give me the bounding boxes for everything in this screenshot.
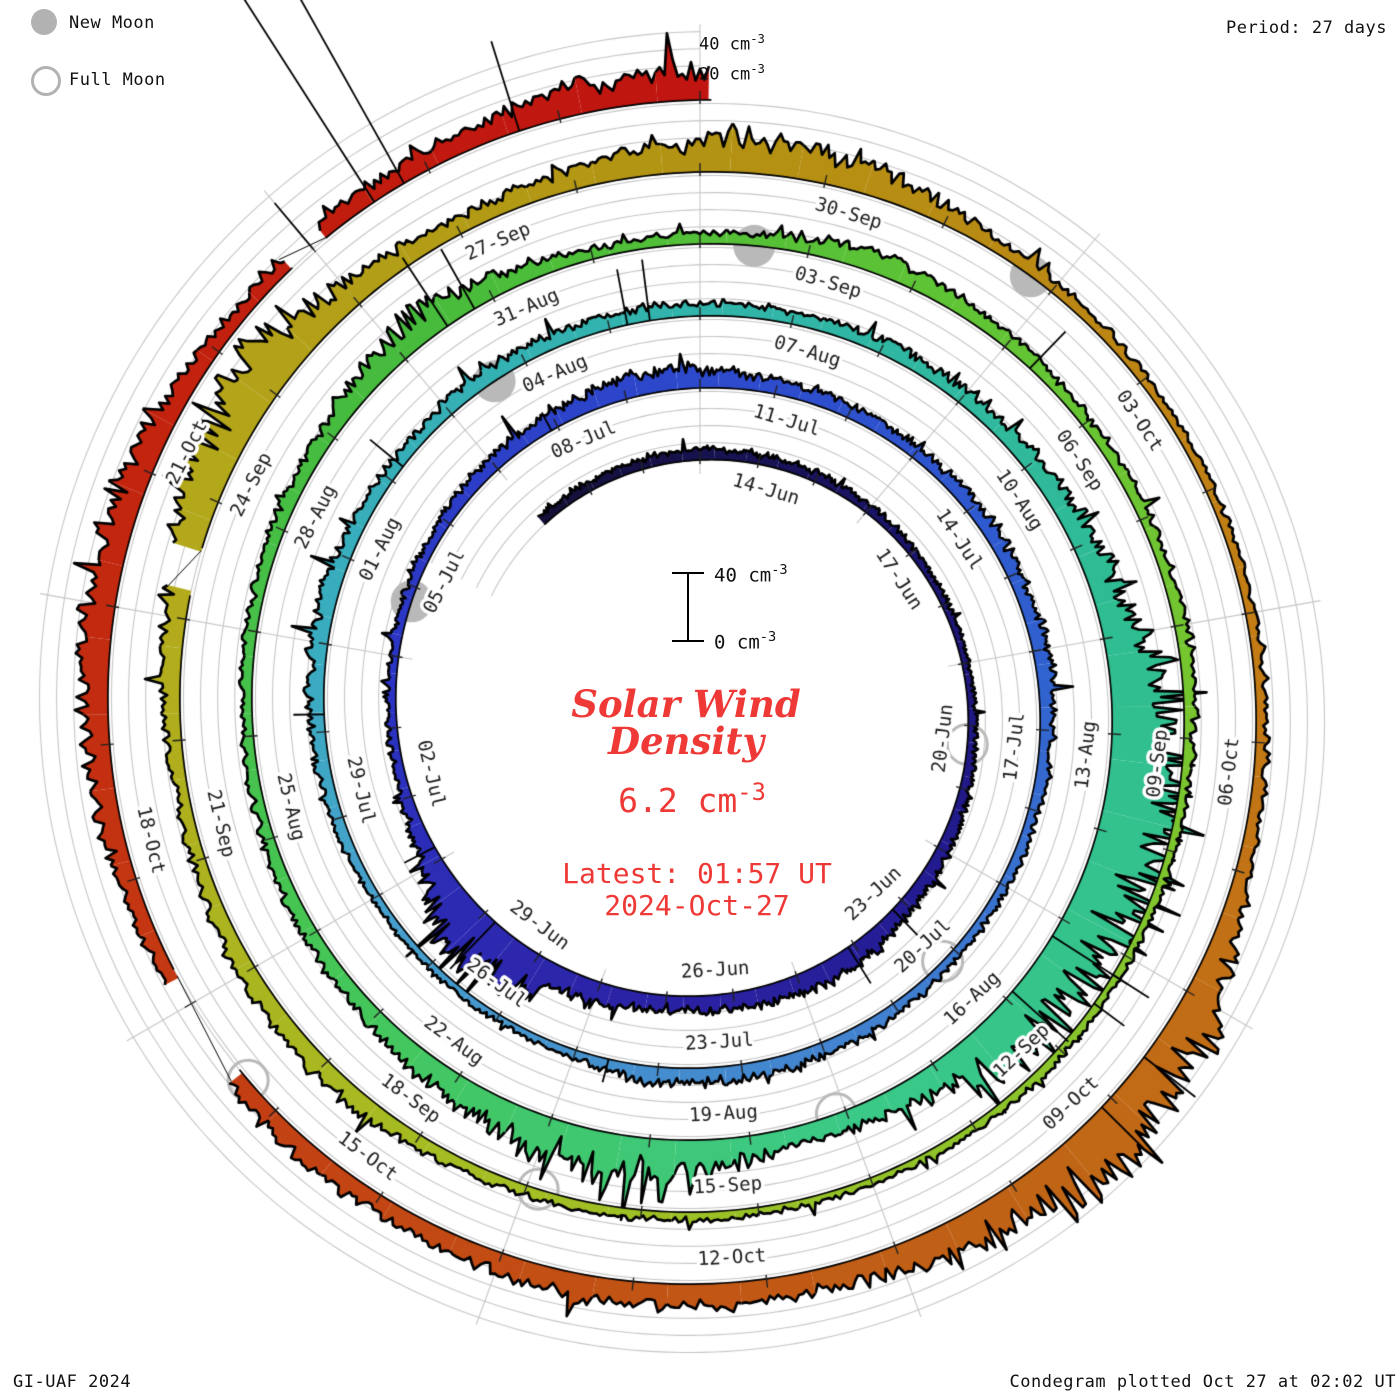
full-moon-icon [31,66,61,96]
axis-label-40: 40 cm-3 [699,32,765,55]
scalebar-top-cap [672,572,704,574]
period-label: Period: 27 days [1225,18,1387,38]
axis-label-20: 20 cm-3 [699,62,765,85]
new-moon-icon [31,9,57,35]
new-moon-label: New Moon [69,13,155,33]
chart-title: Solar Wind Density [571,682,801,763]
plotted-label: Condegram plotted Oct 27 at 02:02 UT [1009,1372,1396,1392]
scalebar-label-0: 0 cm-3 [714,629,777,654]
scalebar-line [687,573,689,641]
latest-timestamp: Latest: 01:57 UT 2024-Oct-27 [562,857,832,923]
scalebar-label-40: 40 cm-3 [714,562,788,587]
scalebar-bottom-cap [672,640,704,642]
full-moon-label: Full Moon [69,70,166,90]
current-value: 6.2 cm-3 [618,778,766,820]
credit-label: GI-UAF 2024 [13,1372,132,1392]
